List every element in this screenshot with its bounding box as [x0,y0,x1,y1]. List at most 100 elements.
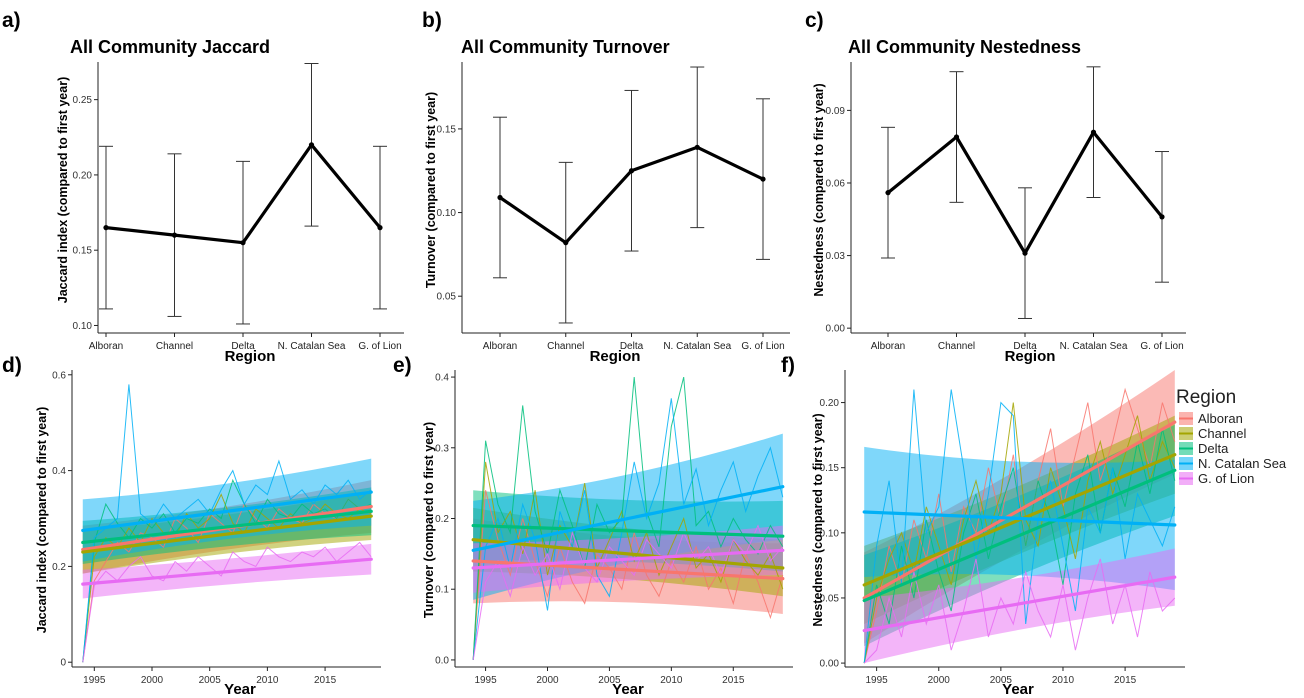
x-tick-label: Alboran [871,341,905,352]
trend-line [81,514,373,554]
trend-line [862,510,1177,527]
y-tick-label: 0.10 [73,321,93,332]
legend-label: Channel [1198,426,1247,441]
y-tick-label: 0.3 [435,443,449,454]
panel-a-background [47,37,415,334]
x-tick-label: 2015 [314,675,337,686]
mean-point [103,225,109,231]
y-tick-label: 0.2 [52,562,66,573]
panel-label-e: e) [393,354,412,377]
x-tick-label: 1995 [866,675,889,686]
panel-b-title: All Community Turnover [461,37,670,57]
x-tick-label: Alboran [483,341,517,352]
x-tick-label: 2015 [1114,675,1137,686]
panel-c-background [843,37,1191,334]
legend-label: Alboran [1198,411,1243,426]
panel-b-xlabel: Region [590,348,641,365]
x-tick-label: Delta [231,341,255,352]
mean-point [1159,214,1165,220]
x-tick-label: G. of Lion [741,341,784,352]
mean-point [171,232,178,238]
y-tick-label: 0.09 [826,106,846,117]
y-tick-label: 0.15 [73,246,93,257]
y-tick-label: 0.4 [435,373,449,384]
y-tick-label: 0.25 [73,95,93,106]
series-line [472,490,784,660]
mean-point [308,142,315,148]
x-tick-label: 2005 [990,675,1013,686]
x-tick-label: Channel [938,341,975,352]
mean-point [377,225,383,231]
y-tick-label: 0.10 [820,528,840,539]
trend-line [862,420,1177,600]
mean-point [885,190,891,196]
panel-b: b) All Community Turnover 0.05 0.10 0.15 Al… [422,9,810,365]
x-tick-label: G. of Lion [358,341,401,352]
panel-d-xlabel: Year [224,681,256,698]
trend-line [862,575,1177,633]
y-tick-label: 0.15 [437,124,457,135]
x-tick-label: Channel [547,341,584,352]
trend-line [471,523,785,538]
panel-a-ylabel: Jaccard index (compared to first year) [56,77,70,303]
y-tick-label: 0.05 [820,593,840,604]
panel-c: c) All Community Nestedness 0.00 0.03 0.06… [805,9,1191,365]
trend-line [81,490,373,533]
trend-line [81,557,373,586]
x-tick-label: N. Catalan Sea [663,341,731,352]
panel-e: e) 0.0 0.1 0.2 0.3 0.4 1995 2000 2005 2010 2015 Y… [393,354,793,698]
confidence-band [864,548,1175,664]
x-tick-label: 2000 [928,675,951,686]
panel-label-a: a) [2,9,21,32]
panel-f-plot: 0.00 0.05 0.10 0.15 0.20 1995 2000 2005 2010 2015 [820,370,1185,686]
x-tick-label: 2010 [1052,675,1075,686]
trend-line [471,485,785,552]
y-tick-label: 0.6 [52,370,66,381]
x-tick-label: 2010 [256,675,279,686]
panel-label-b: b) [422,9,442,32]
x-tick-label: 2000 [141,675,164,686]
panel-f-ylabel: Nestedness (compared to first year) [811,413,825,626]
legend-title: Region [1176,387,1236,408]
x-tick-label: 1995 [83,675,106,686]
y-tick-label: 0.20 [820,398,840,409]
y-tick-label: 0.0 [435,655,449,666]
trend-line [471,538,785,570]
panel-f-xlabel: Year [1002,681,1034,698]
mean-point [628,168,635,174]
trend-line [471,548,785,570]
y-tick-label: 0.4 [52,466,66,477]
x-tick-label: 2010 [660,675,683,686]
y-tick-label: 0.03 [826,251,846,262]
legend-label: Delta [1198,441,1229,456]
series-line [863,428,1176,664]
mean-point [760,176,766,182]
y-tick-label: 0.10 [437,208,457,219]
mean-point [953,134,960,140]
y-tick-label: 0.20 [73,170,93,181]
panel-a-title: All Community Jaccard [70,37,270,57]
trend-line [81,509,373,545]
x-tick-label: G. of Lion [1140,341,1183,352]
series-line [863,387,1176,664]
panel-label-f: f) [781,354,795,377]
series-line [82,384,372,663]
series-line [82,478,372,663]
panel-b-plot: 0.05 0.10 0.15 Alboran Channel Delta N. Catala… [437,62,790,352]
panel-b-ylabel: Turnover (compared to first year) [424,92,438,288]
series-line [82,541,372,663]
mean-point [240,240,246,246]
mean-point [497,194,503,201]
legend-label: G. of Lion [1198,471,1254,486]
y-tick-label: 0.05 [437,292,457,303]
x-tick-label: Delta [620,341,644,352]
trend-line [862,468,1177,603]
mean-point [1090,129,1097,135]
legend-label: N. Catalan Sea [1198,456,1287,471]
panel-e-plot: 0.0 0.1 0.2 0.3 0.4 1995 2000 2005 2010 2015 [435,370,793,686]
panel-d-plot: 0 0.2 0.4 0.6 1995 2000 2005 2010 2015 [52,370,381,686]
x-tick-label: 2000 [536,675,559,686]
x-tick-label: Alboran [89,341,123,352]
